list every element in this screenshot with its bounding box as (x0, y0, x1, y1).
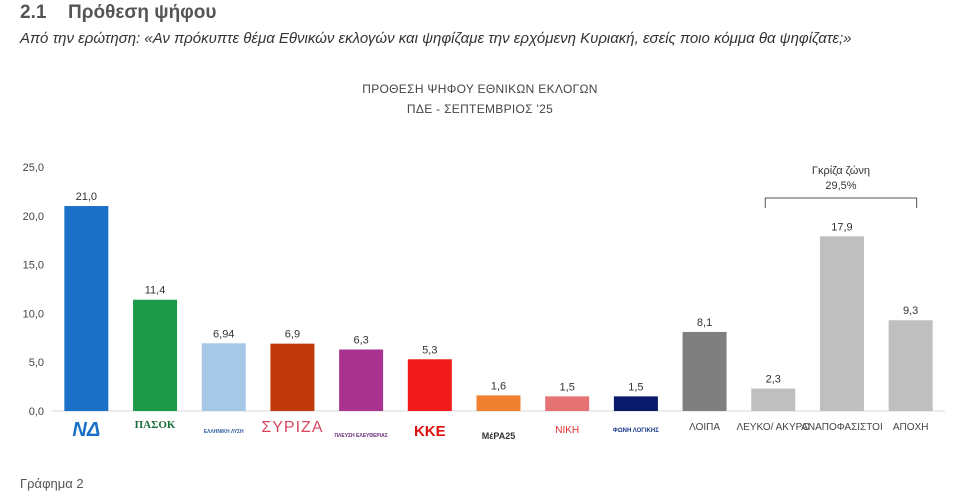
section-heading: 2.1 Πρόθεση ψήφου (20, 2, 216, 24)
party-logo-9: ΦΩΝΗ ΛΟΓΙΚΗΣ (612, 428, 659, 434)
party-logo-7: ΜέΡΑ25 (481, 431, 516, 441)
x-category-label: ΑΝΑΠΟΦΑΣΙΣΤΟΙ (801, 422, 883, 433)
bar-ΛΕΥΚΟ/ ΑΚΥΡΟ (751, 388, 796, 411)
data-label: 9,3 (903, 305, 918, 317)
data-label: 5,3 (422, 344, 437, 356)
party-logo-2: ΠΑΣΟΚ (134, 419, 176, 431)
party-logo-8: ΝΙΚΗ (555, 425, 580, 436)
chart-subtitle: ΠΔΕ - ΣΕΠΤΕΜΒΡΙΟΣ '25 (406, 102, 554, 116)
party-logo-6: ΚΚΕ (413, 423, 446, 440)
data-label: 11,4 (145, 285, 166, 297)
x-category-label: ΛΕΥΚΟ/ ΑΚΥΡΟ (736, 422, 811, 433)
bar-ΠΑΣΟΚ (133, 299, 178, 411)
y-tick-label: 10,0 (23, 308, 44, 320)
bar-Φωνή Λογικής (613, 396, 658, 411)
bar-Ελληνική Λύση (201, 343, 246, 411)
data-label: 1,6 (491, 380, 506, 392)
data-label: 17,9 (831, 221, 852, 233)
bar-ΑΠΟΧΗ (888, 320, 933, 411)
data-label: 6,3 (353, 335, 368, 347)
data-label: 6,94 (213, 328, 234, 340)
grey-zone-value: 29,5% (825, 180, 856, 192)
data-label: 1,5 (628, 381, 643, 393)
grey-zone-bracket (764, 197, 918, 208)
x-category-label: ΑΠΟΧΗ (892, 422, 929, 433)
y-tick-label: 5,0 (29, 357, 44, 369)
bar-ΝΔ (64, 206, 109, 411)
figure-caption: Γράφημα 2 (20, 476, 84, 491)
y-tick-label: 0,0 (29, 406, 44, 418)
y-tick-label: 25,0 (23, 162, 44, 174)
y-tick-label: 20,0 (23, 211, 44, 223)
y-tick-label: 15,0 (23, 260, 44, 272)
chart-title: ΠΡΟΘΕΣΗ ΨΗΦΟΥ ΕΘΝΙΚΩΝ ΕΚΛΟΓΩΝ (362, 82, 598, 96)
bar-ΑΝΑΠΟΦΑΣΙΣΤΟΙ (819, 236, 864, 411)
data-label: 1,5 (560, 381, 575, 393)
section-number: 2.1 (20, 2, 47, 23)
party-logo-3: ΕΛΛΗΝΙΚΗ ΛΥΣΗ (203, 429, 244, 435)
section-title: Πρόθεση ψήφου (68, 2, 217, 23)
bar-Πλεύση Ελευθερίας (339, 349, 384, 411)
x-category-label: ΛΟΙΠΑ (689, 422, 721, 433)
party-logo-1: ΝΔ (72, 419, 101, 441)
data-label: 21,0 (76, 191, 97, 203)
party-logo-5: ΠΛΕΥΣΗ ΕΛΕΥΘΕΡΙΑΣ (334, 433, 388, 439)
bar-ΛΟΙΠΑ (682, 331, 727, 411)
bar-ΣΥΡΙΖΑ (270, 343, 315, 411)
bar-ΝΙΚΗ (545, 396, 590, 411)
party-logo-4: ΣΥΡΙΖΑ (261, 419, 324, 436)
data-label: 8,1 (697, 317, 712, 329)
data-label: 6,9 (285, 329, 300, 341)
survey-question: Από την ερώτηση: «Αν πρόκυπτε θέμα Εθνικ… (20, 30, 852, 47)
bar-ΚΚΕ (407, 359, 452, 411)
bar-ΜέΡΑ25 (476, 395, 521, 411)
data-label: 2,3 (766, 374, 781, 386)
grey-zone-label: Γκρίζα ζώνη (812, 165, 870, 177)
